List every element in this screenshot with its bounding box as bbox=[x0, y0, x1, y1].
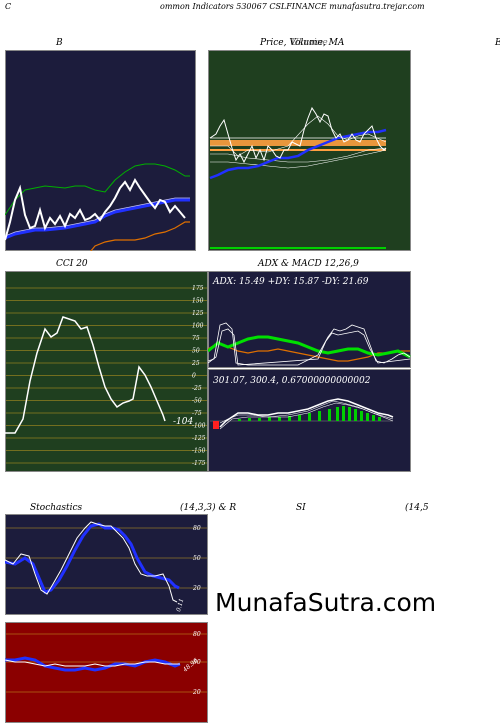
bb-price-line bbox=[5, 177, 186, 241]
cci-tick-m50: -50 bbox=[192, 398, 202, 405]
stoch-tick-20: 20 bbox=[192, 585, 201, 592]
cci-panel: 175 150 125 100 75 50 25 0 -25 -50 -75 -… bbox=[5, 271, 208, 472]
rsi-title: SI bbox=[296, 503, 306, 513]
ma-blue-line bbox=[209, 128, 387, 180]
cci-tick-m175: -175 bbox=[192, 460, 206, 467]
cci-gridlines bbox=[6, 287, 207, 464]
ma-white-thin-2 bbox=[210, 149, 387, 169]
macd-red-bar bbox=[213, 421, 219, 429]
rsi-params: (14,5 bbox=[405, 503, 429, 513]
plus-di-line-2 bbox=[208, 328, 411, 366]
rsi-tick-50: 50 bbox=[193, 659, 201, 666]
price-title: Price, Volume, MA bbox=[260, 38, 345, 48]
price-line bbox=[209, 106, 387, 164]
cci-tick-m125: -125 bbox=[192, 435, 206, 442]
adx-macd-title: ADX & MACD 12,26,9 bbox=[258, 259, 359, 269]
cci-tick-m75: -75 bbox=[192, 410, 202, 417]
rsi-white-line bbox=[5, 659, 180, 667]
stoch-tick-80: 80 bbox=[193, 525, 201, 532]
adx-line bbox=[208, 335, 411, 359]
stoch-value-label: 0.11 bbox=[175, 598, 185, 613]
stoch-tick-50: 50 bbox=[193, 555, 201, 562]
rsi-blue-line bbox=[5, 656, 181, 672]
macd-signal-line-2 bbox=[219, 402, 394, 430]
cci-tick-25: 25 bbox=[191, 360, 200, 367]
cci-tick-0: 0 bbox=[192, 373, 196, 380]
right-edge-label: E bbox=[495, 38, 500, 48]
cci-tick-m150: -150 bbox=[192, 448, 206, 455]
cci-value-label: -104 bbox=[173, 417, 193, 427]
adx-macd-panel: ADX: 15.49 +DY: 15.87 -DY: 21.69 301.07,… bbox=[208, 271, 411, 472]
bollinger-panel bbox=[5, 50, 196, 251]
cci-tick-m25: -25 bbox=[192, 385, 202, 392]
stoch-title: Stochastics bbox=[30, 503, 83, 513]
rsi-tick-20: 20 bbox=[192, 689, 201, 696]
rsi-panel: 80 50 20 48.96 bbox=[5, 622, 208, 723]
price-envelope bbox=[210, 115, 387, 157]
rsi-tick-80: 80 bbox=[193, 631, 201, 638]
cci-tick-m100: -100 bbox=[192, 423, 206, 430]
macd-line bbox=[219, 398, 394, 428]
stochastics-panel: 80 50 20 0.11 bbox=[5, 514, 208, 615]
macd-readout: 301.07, 300.4, 0.67000000000002 bbox=[213, 376, 371, 386]
watermark: MunafaSutra.com bbox=[215, 588, 437, 617]
bb-title: B bbox=[56, 38, 63, 48]
stoch-k-line bbox=[5, 521, 178, 603]
adx-readout: ADX: 15.49 +DY: 15.87 -DY: 21.69 bbox=[212, 277, 369, 287]
header-title: ommon Indicators 530067 CSLFINANCE munaf… bbox=[160, 2, 425, 11]
bb-upper-band bbox=[5, 163, 190, 216]
cci-tick-75: 75 bbox=[192, 335, 200, 342]
stoch-params: (14,3,3) & R bbox=[180, 503, 237, 513]
cci-tick-50: 50 bbox=[192, 348, 200, 355]
cci-line bbox=[5, 316, 166, 434]
macd-signal-line bbox=[219, 400, 394, 424]
cci-tick-125: 125 bbox=[192, 310, 204, 317]
cci-tick-100: 100 bbox=[192, 323, 204, 330]
cci-tick-175: 175 bbox=[192, 285, 204, 292]
price-volume-ma-panel bbox=[208, 50, 411, 251]
cci-tick-150: 150 bbox=[192, 298, 204, 305]
bb-lower-band bbox=[90, 221, 190, 251]
price-title-overlap: Ukraine bbox=[291, 38, 328, 48]
header-left: C bbox=[5, 2, 12, 11]
cci-title: CCI 20 bbox=[56, 259, 88, 269]
macd-histogram bbox=[238, 406, 381, 421]
